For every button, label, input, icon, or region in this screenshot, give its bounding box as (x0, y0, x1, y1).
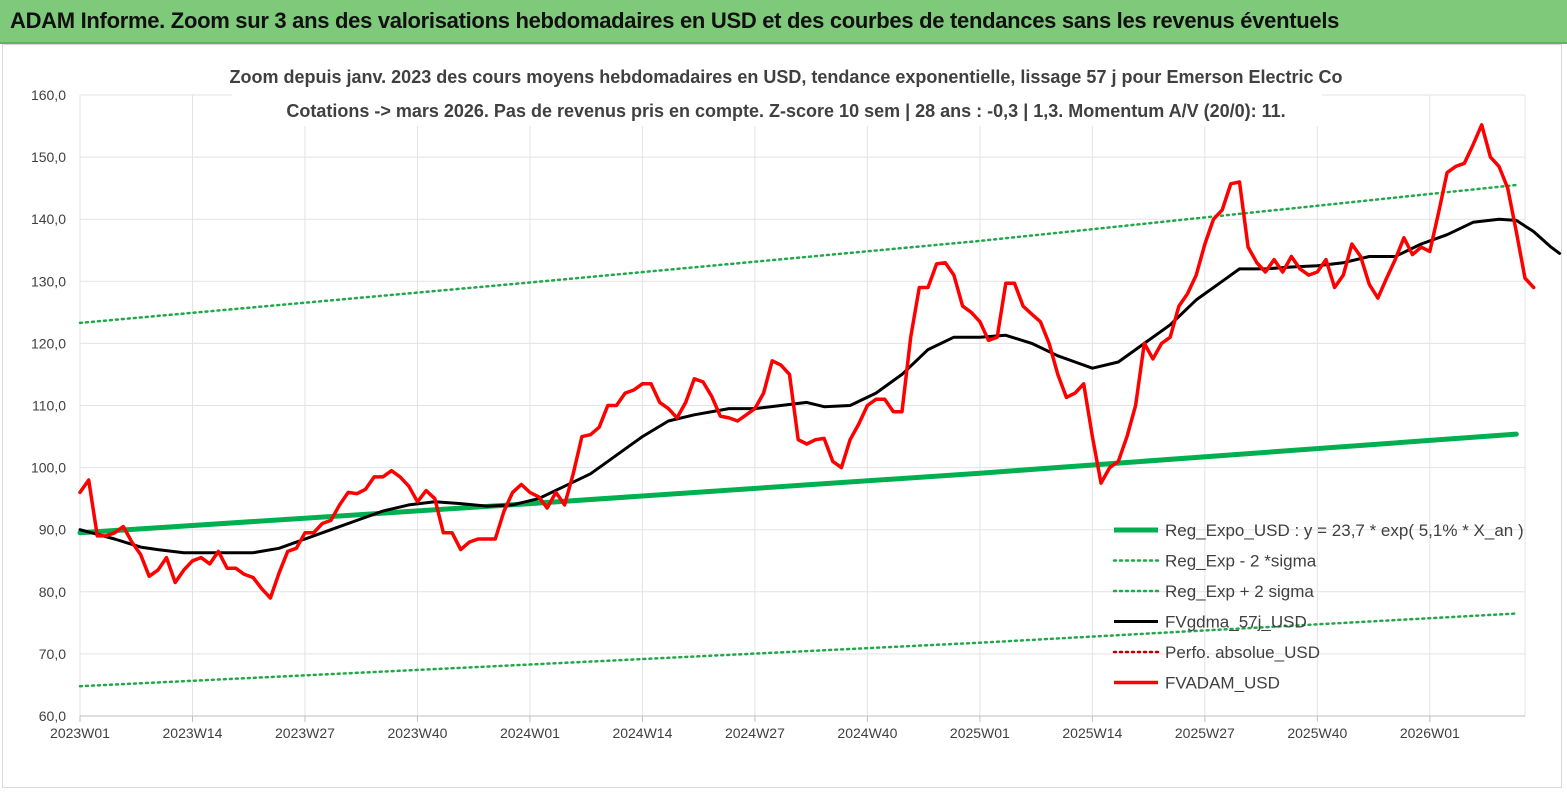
x-tick-label: 2025W40 (1287, 725, 1347, 741)
x-tick-label: 2026W01 (1400, 725, 1460, 741)
report-title: ADAM Informe. Zoom sur 3 ans des valoris… (10, 8, 1340, 33)
x-tick-label: 2023W14 (163, 725, 223, 741)
chart-title-line-1: Zoom depuis janv. 2023 des cours moyens … (229, 67, 1342, 87)
legend-label-fvadam: FVADAM_USD (1165, 674, 1280, 693)
y-tick-label: 140,0 (31, 211, 66, 227)
x-tick-label: 2024W27 (725, 725, 785, 741)
series-fvgdma-line (78, 217, 1562, 555)
legend-label-minus: Reg_Exp - 2 *sigma (1165, 552, 1317, 571)
y-tick-label: 90,0 (39, 522, 66, 538)
x-tick-label: 2025W01 (950, 725, 1010, 741)
x-axis-ticks: 2023W01 2023W14 2023W27 2023W40 2024W01 2024W… (50, 716, 1460, 741)
series-layer (77, 123, 1562, 688)
legend-label-perfo: Perfo. absolue_USD (1165, 643, 1320, 662)
series-plus-line (78, 183, 1518, 325)
y-axis-ticks: 60,0 70,0 80,0 90,0 100,0 110,0 120,0 130,0 140,… (31, 87, 66, 724)
x-tick-label: 2025W14 (1062, 725, 1122, 741)
title-backdrop (232, 62, 1322, 126)
x-tick-label: 2024W01 (500, 725, 560, 741)
legend-label-fvgdma: FVgdma_57j_USD (1165, 613, 1307, 632)
series-reg-line (77, 431, 1519, 536)
legend-label-plus: Reg_Exp + 2 sigma (1165, 582, 1314, 601)
series-fvadam-line (78, 123, 1536, 600)
y-tick-label: 130,0 (31, 273, 66, 289)
grid-lines (79, 94, 1526, 716)
x-tick-label: 2024W14 (612, 725, 672, 741)
x-tick-label: 2023W40 (387, 725, 447, 741)
x-tick-label: 2024W40 (837, 725, 897, 741)
legend-label-reg: Reg_Expo_USD : y = 23,7 * exp( 5,1% * X_… (1165, 521, 1524, 540)
report-banner: ADAM Informe. Zoom sur 3 ans des valoris… (0, 0, 1567, 44)
y-tick-label: 70,0 (39, 646, 66, 662)
y-tick-label: 160,0 (31, 87, 66, 103)
y-tick-label: 150,0 (31, 149, 66, 165)
legend: Reg_Expo_USD : y = 23,7 * exp( 5,1% * X_… (1112, 521, 1524, 693)
x-tick-label: 2025W27 (1175, 725, 1235, 741)
y-tick-label: 120,0 (31, 335, 66, 351)
chart-frame (2, 44, 1562, 788)
y-tick-label: 110,0 (32, 398, 66, 414)
series-minus-line (78, 612, 1518, 688)
y-tick-label: 100,0 (31, 460, 66, 476)
x-tick-label: 2023W27 (275, 725, 335, 741)
y-tick-label: 60,0 (39, 708, 66, 724)
x-tick-label: 2023W01 (50, 725, 110, 741)
chart-title-line-2: Cotations -> mars 2026. Pas de revenus p… (286, 101, 1285, 121)
y-tick-label: 80,0 (39, 584, 66, 600)
